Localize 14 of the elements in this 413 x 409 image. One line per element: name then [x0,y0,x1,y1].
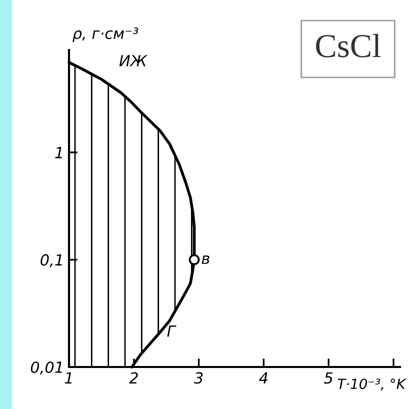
annotation: Г [167,326,176,337]
y-tick-label: 0,1 [40,254,62,268]
x-axis-title: T·10⁻³, °K [338,378,406,391]
annotation: в [202,256,210,264]
x-tick-label: 3 [194,372,203,384]
x-tick-label: 1 [64,372,72,384]
x-tick-label: 4 [259,372,268,384]
y-axis-title: ρ, г·см⁻³ [72,28,138,42]
x-tick-label: 5 [324,372,333,384]
annotation: ИЖ [119,55,148,66]
x-tick-label: 2 [129,372,138,384]
chart-title: CsCl [316,34,381,58]
y-tick-label: 0,01 [30,361,62,375]
y-tick-label: 1 [55,147,62,158]
